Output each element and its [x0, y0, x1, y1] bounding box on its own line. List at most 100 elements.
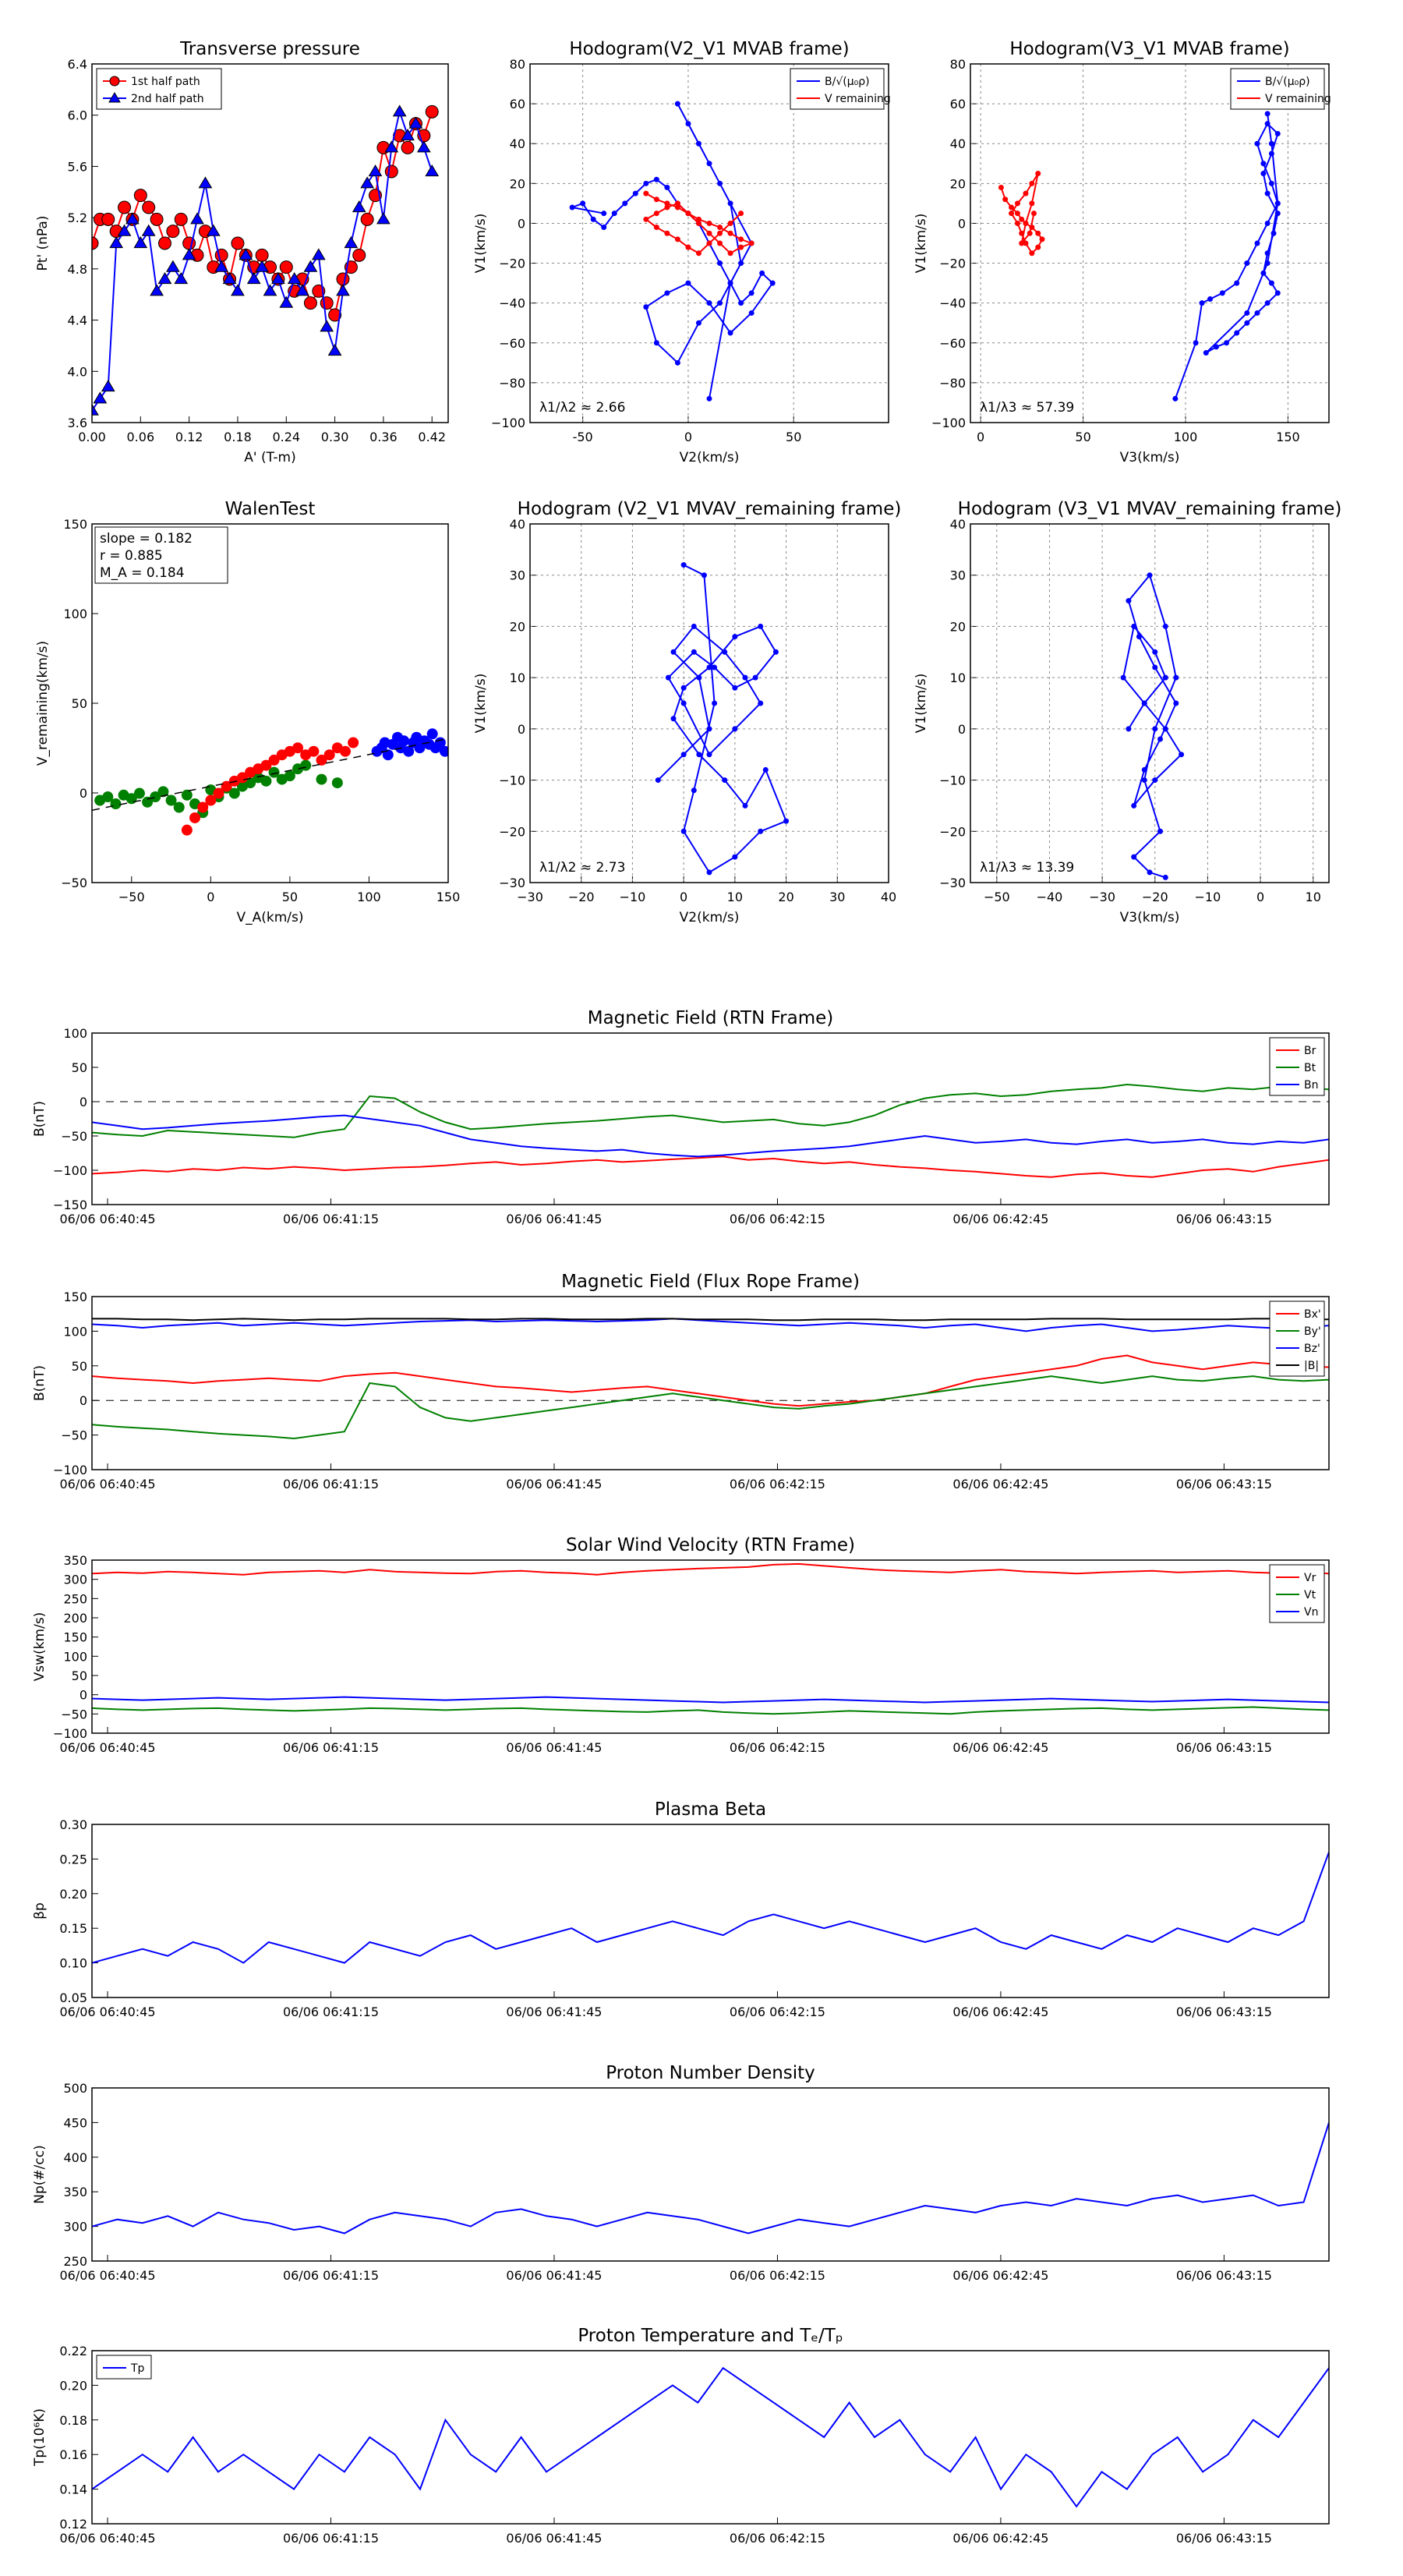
walen-test-ytick-label: 150	[63, 517, 87, 532]
transverse-pressure-point	[401, 140, 415, 154]
magnetic-field-fluxrope-legend-label: |B|	[1304, 1360, 1319, 1372]
hodogram-v2-v1-point	[727, 230, 733, 236]
hodogram-v3-v1-mvav-series-V	[1122, 573, 1182, 879]
hodogram-v2-v1-point	[738, 211, 744, 217]
walen-test-point	[382, 749, 394, 761]
proton-number-density-xtick-label: 06/06 06:42:45	[952, 2268, 1048, 2283]
proton-number-density-xtick-label: 06/06 06:41:15	[283, 2268, 379, 2283]
magnetic-field-rtn-title: Magnetic Field (RTN Frame)	[588, 1008, 834, 1028]
hodogram-v2-v1-mvav-point	[680, 828, 687, 834]
plasma-beta-ytick-label: 0.25	[59, 1852, 87, 1867]
hodogram-v3-v1-mvav-ytick-label: −30	[939, 876, 966, 890]
solar-wind-velocity-xtick-label: 06/06 06:41:45	[506, 1740, 602, 1755]
walen-test-chart: WalenTest −50 0 50 100 150 −50 0 50 100 150 V_A(km/…	[35, 499, 460, 925]
walen-test-point	[268, 754, 280, 766]
hodogram-v2-v1-point	[717, 260, 723, 267]
hodogram-v3-v1-mvav-point	[1147, 572, 1153, 579]
proton-temperature-title: Proton Temperature and Tₑ/Tₚ	[578, 2326, 843, 2346]
hodogram-v3-v1-series-B/√(μ₀ρ)	[1174, 113, 1279, 399]
hodogram-v3-v1-mvav-point	[1120, 674, 1126, 681]
hodogram-v2-v1-point	[685, 280, 691, 286]
proton-temperature-xtick-label: 06/06 06:43:15	[1176, 2531, 1272, 2546]
hodogram-v3-v1-ytick-label: 0	[958, 216, 966, 231]
hodogram-v2-v1-point	[727, 250, 733, 257]
hodogram-v2-v1-mvav-point	[752, 674, 758, 681]
magnetic-field-rtn-xtick-label: 06/06 06:43:15	[1176, 1212, 1272, 1226]
hodogram-v3-v1-point	[1268, 140, 1274, 147]
hodogram-v2-v1-mvav-xtick-label: 0	[680, 890, 687, 904]
hodogram-v3-v1-point	[1270, 230, 1277, 236]
hodogram-v3-v1-mvav-xtick-label: −10	[1195, 890, 1221, 904]
proton-number-density-frame	[91, 2087, 1330, 2262]
proton-temperature-ytick-label: 0.20	[59, 2378, 87, 2393]
hodogram-v2-v1-mvav-xtick-label: −20	[568, 890, 595, 904]
hodogram-v3-v1-xtick-label: 150	[1276, 430, 1300, 444]
hodogram-v3-v1-point	[1002, 196, 1009, 203]
hodogram-v3-v1-point	[1219, 290, 1225, 296]
hodogram-v2-v1-point	[738, 236, 744, 242]
solar-wind-velocity-ytick-label: 250	[63, 1591, 87, 1606]
walen-test-point	[173, 801, 185, 813]
transverse-pressure-point	[174, 212, 188, 226]
hodogram-v3-v1-mvav-point	[1141, 700, 1147, 706]
hodogram-v2-v1-point	[727, 330, 733, 336]
hodogram-v3-v1-point	[1035, 244, 1041, 250]
proton-number-density-ylabel: Np(#/cc)	[32, 2145, 48, 2203]
transverse-pressure-xtick-label: 0.30	[321, 430, 349, 444]
magnetic-field-fluxrope-xtick-label: 06/06 06:40:45	[59, 1477, 155, 1491]
hodogram-v2-v1-mvav-xtick-label: 20	[778, 890, 793, 904]
magnetic-field-rtn-ytick-label: 0	[80, 1095, 87, 1109]
solar-wind-velocity-ytick-label: 200	[63, 1611, 87, 1626]
hodogram-v3-v1-mvav-point	[1126, 598, 1132, 604]
plasma-beta-ytick-label: 0.05	[59, 1990, 87, 2005]
proton-number-density-chart: Proton Number Density 250 300 350 400 450 500 0…	[32, 2063, 1330, 2283]
proton-temperature-ylabel: Tp(10⁶K)	[32, 2408, 48, 2467]
hodogram-v3-v1-point	[1244, 320, 1250, 326]
magnetic-field-fluxrope-xtick-label: 06/06 06:43:15	[1176, 1477, 1272, 1491]
transverse-pressure-legend-marker	[109, 76, 120, 87]
hodogram-v2-v1-point	[653, 225, 659, 231]
hodogram-v3-v1-point	[1019, 240, 1025, 246]
solar-wind-velocity-ytick-label: 100	[63, 1649, 87, 1664]
walen-test-point	[228, 787, 240, 799]
hodogram-v3-v1-point	[1254, 310, 1260, 316]
hodogram-v3-v1-ytick-label: −80	[939, 376, 966, 391]
transverse-pressure-point	[408, 116, 423, 129]
magnetic-field-fluxrope-ytick-label: 0	[80, 1393, 87, 1408]
transverse-pressure-ylabel: Pt' (nPa)	[35, 216, 51, 271]
hodogram-v2-v1-legend	[790, 68, 885, 110]
hodogram-v2-v1-mvav-point	[732, 726, 738, 732]
hodogram-v3-v1-point	[1234, 330, 1240, 336]
hodogram-v3-v1-legend	[1230, 68, 1325, 110]
solar-wind-velocity-chart: Solar Wind Velocity (RTN Frame) −100 −50 0 5…	[32, 1535, 1330, 1755]
hodogram-v2-v1-xtick-label: 50	[786, 430, 801, 444]
hodogram-v3-v1-point	[1274, 200, 1281, 207]
hodogram-v3-v1-point	[1023, 220, 1029, 226]
proton-temperature-series-Tp	[92, 2366, 1329, 2508]
hodogram-v3-v1-point	[1023, 190, 1029, 196]
hodogram-v3-v1-ylabel: V1(km/s)	[914, 214, 929, 274]
plasma-beta-xtick-label: 06/06 06:42:15	[730, 2005, 825, 2019]
hodogram-v2-v1-mvav-point	[665, 674, 671, 681]
hodogram-v2-v1-point	[643, 180, 649, 186]
hodogram-v3-v1-point	[1019, 230, 1025, 236]
plasma-beta-ylabel: βp	[32, 1902, 48, 1920]
proton-temperature-xtick-label: 06/06 06:42:15	[730, 2531, 825, 2546]
hodogram-v2-v1-frame	[529, 63, 889, 423]
transverse-pressure-point	[311, 248, 326, 260]
hodogram-v2-v1-mvav-point	[732, 634, 738, 640]
hodogram-v2-v1-mvav-point	[732, 854, 738, 860]
solar-wind-velocity-ytick-label: 50	[72, 1668, 87, 1683]
hodogram-v2-v1-ytick-label: −40	[499, 296, 525, 311]
transverse-pressure-point	[231, 284, 245, 296]
hodogram-v3-v1-point	[1035, 230, 1041, 236]
solar-wind-velocity-title: Solar Wind Velocity (RTN Frame)	[566, 1535, 855, 1555]
proton-temperature-ytick-label: 0.18	[59, 2413, 87, 2428]
transverse-pressure-point	[141, 224, 156, 236]
walen-test-xtick-label: 50	[282, 890, 298, 904]
magnetic-field-rtn-legend-label: Bn	[1304, 1079, 1318, 1092]
solar-wind-velocity-frame	[91, 1559, 1330, 1734]
hodogram-v2-v1-point	[717, 240, 723, 246]
solar-wind-velocity-xtick-label: 06/06 06:41:15	[283, 1740, 379, 1755]
